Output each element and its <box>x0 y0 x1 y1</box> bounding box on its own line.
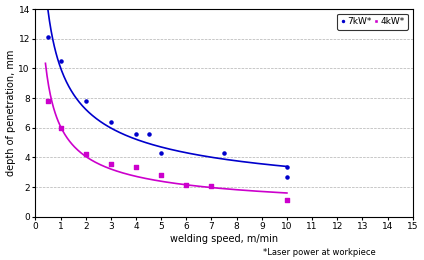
Point <box>284 198 290 203</box>
Point <box>183 183 190 187</box>
Point <box>45 99 51 103</box>
Point <box>145 132 152 136</box>
Point <box>82 152 89 157</box>
Point <box>158 173 165 177</box>
Point <box>284 174 290 179</box>
Point <box>57 59 64 63</box>
Y-axis label: depth of penetration, mm: depth of penetration, mm <box>6 50 16 176</box>
Point <box>220 151 227 155</box>
Point <box>133 165 139 169</box>
Point <box>133 132 139 136</box>
Point <box>57 126 64 130</box>
Point <box>208 184 215 188</box>
X-axis label: welding speed, m/min: welding speed, m/min <box>170 234 278 244</box>
Point <box>107 120 114 124</box>
Point <box>158 151 165 155</box>
Legend: 7kW*, 4kW*: 7kW*, 4kW* <box>337 14 408 30</box>
Point <box>107 162 114 166</box>
Point <box>45 35 51 39</box>
Point <box>82 99 89 103</box>
Point <box>284 165 290 169</box>
Text: *Laser power at workpiece: *Laser power at workpiece <box>263 248 376 257</box>
